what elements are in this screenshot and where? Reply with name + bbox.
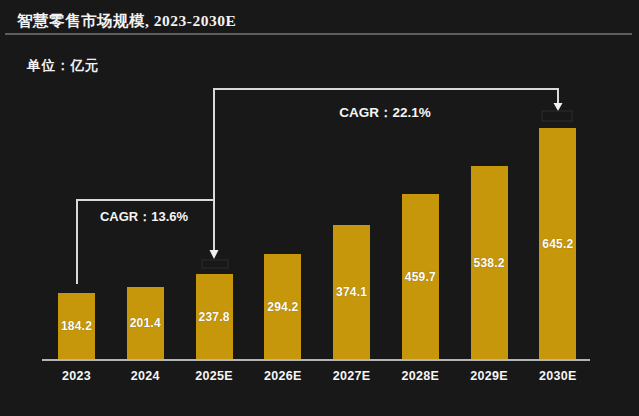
- x-tick-2030E: 2030E: [526, 369, 590, 383]
- page-title: 智慧零售市场规模, 2023-2030E: [17, 11, 236, 32]
- title-divider: [5, 33, 632, 35]
- x-tick-2029E: 2029E: [457, 369, 521, 383]
- bar-2027E: 374.1: [333, 225, 370, 359]
- bar-value-label: 374.1: [336, 285, 367, 299]
- bar-2025E: 237.8: [196, 274, 233, 359]
- bar-value-label: 184.2: [61, 319, 92, 333]
- empty-textbox-outline: [542, 111, 572, 121]
- x-tick-2027E: 2027E: [320, 369, 384, 383]
- unit-label: 单位：亿元: [27, 57, 100, 75]
- chart-canvas: 智慧零售市场规模, 2023-2030E 单位：亿元 184.2 2023 201.…: [0, 0, 639, 416]
- bar-2030E: 645.2: [539, 128, 576, 359]
- x-tick-2025E: 2025E: [182, 369, 246, 383]
- x-tick-2023: 2023: [45, 369, 109, 383]
- bar-2026E: 294.2: [264, 254, 301, 359]
- empty-textbox-outline: [202, 260, 228, 268]
- bar-value-label: 459.7: [405, 270, 436, 284]
- cagr-annotation-right: CAGR：22.1%: [330, 104, 440, 122]
- bar-value-label: 201.4: [130, 316, 161, 330]
- bar-2024: 201.4: [127, 287, 164, 359]
- bar-value-label: 538.2: [474, 256, 505, 270]
- bar-value-label: 237.8: [199, 310, 230, 324]
- arrow-down-icon: [210, 250, 219, 259]
- bar-value-label: 645.2: [542, 237, 573, 251]
- x-axis-line: [42, 359, 590, 361]
- x-tick-2024: 2024: [113, 369, 177, 383]
- bar-2028E: 459.7: [402, 194, 439, 359]
- bar-2023: 184.2: [58, 293, 95, 359]
- bar-2029E: 538.2: [471, 166, 508, 359]
- x-tick-2028E: 2028E: [388, 369, 452, 383]
- cagr-annotation-left: CAGR：13.6%: [89, 208, 199, 226]
- x-tick-2026E: 2026E: [251, 369, 315, 383]
- bar-value-label: 294.2: [267, 300, 298, 314]
- arrow-down-icon: [554, 103, 563, 111]
